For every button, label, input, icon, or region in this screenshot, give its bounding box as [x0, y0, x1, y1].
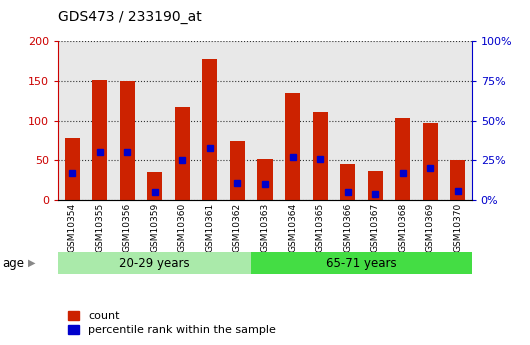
Bar [92, 80, 107, 200]
Text: 20-29 years: 20-29 years [119, 257, 190, 269]
Bar [58, 252, 251, 274]
Text: GDS473 / 233190_at: GDS473 / 233190_at [58, 10, 202, 24]
Bar [258, 159, 272, 200]
Bar [313, 112, 328, 200]
Bar [175, 107, 190, 200]
Bar [65, 138, 80, 200]
Bar [450, 160, 465, 200]
Text: 65-71 years: 65-71 years [326, 257, 397, 269]
Bar [230, 141, 245, 200]
Bar [368, 171, 383, 200]
Bar [120, 81, 135, 200]
Bar [395, 118, 410, 200]
Text: age: age [3, 257, 25, 269]
Text: ▶: ▶ [28, 258, 35, 268]
Bar [423, 123, 438, 200]
Legend: count, percentile rank within the sample: count, percentile rank within the sample [64, 307, 280, 339]
Bar [340, 164, 355, 200]
Bar [202, 59, 217, 200]
Bar [147, 172, 162, 200]
Bar [251, 252, 472, 274]
Bar [285, 93, 300, 200]
